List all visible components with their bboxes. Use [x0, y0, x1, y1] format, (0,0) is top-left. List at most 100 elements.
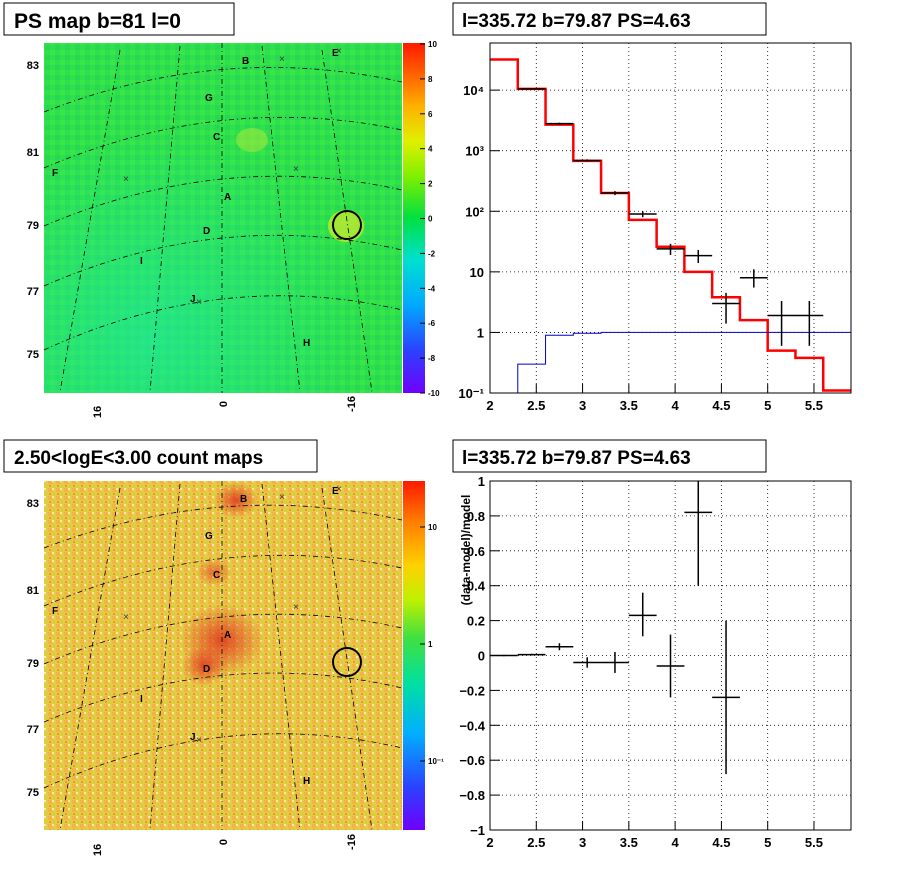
ps-y-tick: 81	[27, 147, 39, 159]
svg-text:×: ×	[196, 297, 202, 308]
residual-x-tick-label: 5.5	[805, 835, 823, 850]
ps-label-I: I	[140, 256, 143, 267]
spectrum-data-point	[545, 122, 574, 125]
ps-map-colorbar-ticks: 10 8 6 4 2 0 -2 -4 -6 -8 -10	[420, 40, 440, 398]
residual-title: l=335.72 b=79.87 PS=4.63	[462, 448, 691, 469]
spectrum-x-tick-label: 3	[579, 398, 586, 413]
residual-y-tick-label: −0.2	[459, 683, 485, 698]
count-map-x-ticks: 16 0 -16	[92, 834, 358, 856]
residual-y-tick-label: 0.4	[467, 579, 486, 594]
cm-x-tick: -16	[346, 834, 358, 850]
count-map-grid	[43, 481, 403, 831]
svg-text:×: ×	[336, 484, 342, 495]
ps-map-warm-blob	[236, 128, 268, 152]
residual-data-point	[601, 652, 629, 673]
residual-data-point	[656, 634, 685, 698]
spectrum-x-tick-label: 4	[672, 398, 680, 413]
ps-map-x-ticks: 16 0 -16	[92, 396, 358, 418]
ps-cbar-tick-label: 6	[428, 110, 433, 119]
cm-x-tick: 16	[92, 844, 104, 856]
spectrum-data-point	[739, 269, 768, 288]
cm-label-G: G	[205, 531, 213, 542]
residual-y-tick-label: −1	[470, 823, 485, 838]
ps-map-panel: PS map b=81 l=0 B E G C F A D I J	[3, 2, 440, 418]
residual-title-box	[452, 439, 767, 473]
spectrum-y-tick-label: 10⁴	[463, 83, 484, 98]
residual-data-point	[517, 653, 546, 656]
count-map-crosses: × × × × ×	[123, 484, 342, 746]
ps-y-tick: 77	[27, 286, 39, 298]
ps-cbar-tick-label: 10	[428, 40, 437, 49]
svg-text:×: ×	[123, 174, 129, 185]
ps-y-tick: 83	[27, 60, 39, 72]
ps-label-D: D	[203, 226, 210, 237]
ps-cbar-tick-label: -4	[428, 284, 436, 293]
count-map-colorbar-ticks: 10 1 10⁻¹	[420, 523, 444, 766]
spectrum-data-point	[517, 88, 546, 90]
ps-cbar-tick-label: -6	[428, 319, 436, 328]
count-map-labels: B E G C F A D I J H	[52, 486, 339, 787]
spectrum-data-point	[656, 243, 685, 255]
residual-x-tick-label: 3.5	[620, 835, 638, 850]
spectrum-y-tick-label: 10³	[465, 144, 484, 159]
cm-y-tick: 83	[27, 498, 39, 510]
cm-y-tick: 79	[27, 658, 39, 670]
count-map-hot-B	[214, 482, 258, 518]
cm-label-E: E	[332, 486, 339, 497]
ps-map-crosses: × × × × ×	[123, 46, 342, 308]
spectrum-y-tick-label: 10	[470, 265, 484, 280]
spectrum-y-tick-label: 10²	[465, 204, 484, 219]
ps-label-F: F	[52, 168, 58, 179]
ps-map-grid	[43, 43, 403, 393]
ps-cbar-tick-label: 4	[428, 145, 433, 154]
ps-label-A: A	[224, 192, 231, 203]
spectrum-x-tick-label: 2	[486, 398, 493, 413]
ps-map-colorbar	[403, 43, 425, 393]
cm-cbar-tick: 10⁻¹	[428, 757, 444, 766]
residual-y-tick-label: −0.4	[459, 718, 485, 733]
spectrum-series	[490, 58, 851, 393]
residual-x-tick-label: 4	[672, 835, 680, 850]
residual-y-label: (data-model)/model	[459, 495, 473, 606]
ps-map-title-box	[3, 2, 235, 36]
spectrum-x-tick-label: 2.5	[527, 398, 545, 413]
residual-y-tick-label: 0.6	[467, 544, 485, 559]
residual-y-tick-label: 1	[478, 474, 485, 489]
ps-cbar-tick-label: 2	[428, 180, 433, 189]
cm-y-tick: 81	[27, 585, 39, 597]
spectrum-x-tick-label: 5	[764, 398, 771, 413]
spectrum-data-point	[712, 292, 740, 324]
cm-x-tick: 0	[218, 839, 230, 845]
spectrum-ticks: 2 2.5 3 3.5 4 4.5 5 5.5 10⁻¹ 1 10 10² 10³ 10⁴	[458, 83, 823, 413]
ps-cbar-tick-label: -10	[428, 389, 440, 398]
spectrum-panel: l=335.72 b=79.87 PS=4.63 2 2.5 3 3.5 4 4.5 5 5.…	[452, 2, 852, 413]
cm-label-B: B	[240, 494, 247, 505]
cm-cbar-tick: 1	[428, 640, 433, 649]
spectrum-x-tick-label: 5.5	[805, 398, 823, 413]
svg-text:×: ×	[293, 164, 299, 175]
count-map-title: 2.50<logE<3.00 count maps	[14, 448, 263, 469]
ps-cbar-tick-label: 0	[428, 215, 433, 224]
spectrum-grid	[489, 43, 851, 394]
residual-panel: l=335.72 b=79.87 PS=4.63 2 2.5 3 3.5 4 4.5 5 5.…	[452, 439, 852, 850]
ps-y-tick: 75	[27, 349, 39, 361]
spectrum-data-point	[795, 301, 824, 346]
residual-y-tick-label: −0.6	[459, 753, 485, 768]
cm-label-C: C	[213, 570, 220, 581]
count-map-source-circle	[332, 647, 362, 677]
residual-y-tick-label: −0.8	[459, 788, 485, 803]
svg-text:×: ×	[279, 492, 285, 503]
residual-ticks: 2 2.5 3 3.5 4 4.5 5 5.5 1 0.8 0.6 0.4 0.2 0 −0.2 −0.4 −0…	[459, 474, 823, 850]
residual-x-tick-label: 3	[579, 835, 586, 850]
ps-x-tick: -16	[346, 396, 358, 412]
ps-x-tick: 0	[218, 401, 230, 407]
spectrum-title-box	[452, 2, 767, 36]
spectrum-y-tick-label: 10⁻¹	[458, 386, 484, 401]
residual-data-point	[684, 481, 713, 586]
count-map-title-box	[3, 439, 318, 473]
ps-map-labels: B E G C F A D I J H	[52, 48, 339, 349]
cm-y-tick: 77	[27, 724, 39, 736]
spectrum-data-point	[573, 159, 602, 162]
ps-y-tick: 79	[27, 220, 39, 232]
spectrum-data-point	[684, 249, 713, 264]
